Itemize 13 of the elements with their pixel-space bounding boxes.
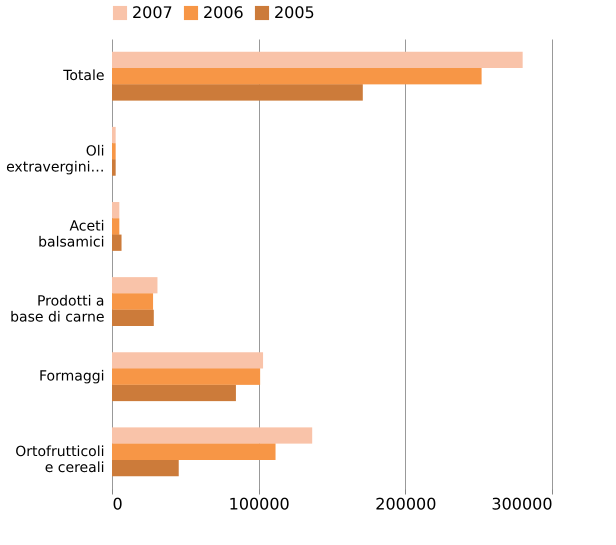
x-tick-label: 300000 (491, 494, 552, 514)
y-tick-label: Aceti balsamici (38, 218, 104, 250)
x-tick-label: 200000 (375, 494, 436, 514)
y-tick-label: Oli extravergini… (6, 143, 104, 176)
y-tick-label: Prodotti a base di carne (10, 294, 104, 326)
x-tick-label: 100000 (228, 494, 290, 514)
y-tick-label: Formaggi (38, 368, 104, 385)
y-tick-label: Totale (62, 68, 104, 84)
y-tick-label: Ortofrutticoli e cereali (15, 444, 104, 476)
x-tick-label: 0 (112, 494, 123, 514)
legend-label: 2006 (203, 3, 244, 22)
legend-label: 2005 (274, 3, 315, 22)
legend-label: 2007 (132, 3, 173, 22)
